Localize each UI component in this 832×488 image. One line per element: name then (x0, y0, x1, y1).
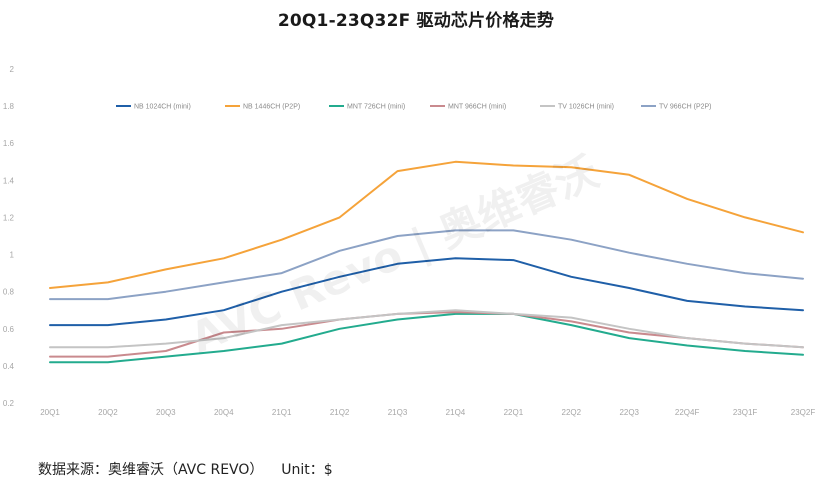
y-tick-label: 1.6 (3, 139, 15, 148)
series-line-1 (49, 257, 804, 327)
source-note: 数据来源：奥维睿沃（AVC REVO） (38, 462, 264, 478)
legend-entry: NB 1446CH (P2P) (243, 104, 300, 111)
watermark-text: AVC Revo | 奥维睿沃 (184, 147, 606, 363)
y-tick-label: 1.4 (3, 176, 15, 185)
y-tick-label: 0.4 (3, 362, 15, 371)
legend-entry: MNT 726CH (mini) (347, 104, 405, 111)
x-tick-label: 20Q1 (40, 408, 60, 417)
x-tick-label: 20Q3 (156, 408, 176, 417)
x-tick-label: 23Q2F (791, 408, 816, 417)
legend-entry: TV 1026CH (mini) (558, 104, 614, 111)
unit-note: Unit：$ (281, 462, 333, 478)
x-axis: 20Q1 20Q2 20Q3 20Q4 21Q1 21Q2 21Q3 21Q4 22Q1 22Q2… (40, 408, 815, 417)
watermark-logo: AVC Revo | 奥维睿沃 (184, 147, 606, 363)
y-tick-label: 1 (10, 251, 15, 260)
series-line-5 (49, 309, 804, 349)
x-tick-label: 22Q4F (675, 408, 700, 417)
y-tick-label: 1.2 (3, 213, 15, 222)
x-tick-label: 21Q3 (388, 408, 408, 417)
legend-entry: MNT 966CH (mini) (448, 104, 506, 111)
x-tick-label: 20Q4 (214, 408, 234, 417)
legend-entry: TV 966CH (P2P) (659, 104, 712, 111)
legend-entry: NB 1024CH (mini) (134, 104, 191, 111)
x-tick-label: 21Q2 (330, 408, 350, 417)
x-tick-label: 22Q1 (504, 408, 524, 417)
chart-title: 20Q1-23Q32F 驱动芯片价格走势 (277, 11, 555, 31)
x-tick-label: 21Q4 (446, 408, 466, 417)
x-tick-label: 21Q1 (272, 408, 292, 417)
legend: NB 1024CH (mini) NB 1446CH (P2P) MNT 726CH… (116, 104, 712, 111)
series-line-2 (49, 160, 804, 289)
x-tick-label: 23Q1F (733, 408, 758, 417)
x-tick-label: 22Q3 (619, 408, 639, 417)
y-tick-label: 0.2 (3, 399, 15, 408)
y-tick-label: 0.6 (3, 325, 15, 334)
y-axis: 0.2 0.4 0.6 0.8 1 1.2 1.4 1.6 1.8 2 (3, 65, 15, 408)
y-tick-label: 1.8 (3, 102, 15, 111)
chart-footer: 数据来源：奥维睿沃（AVC REVO） Unit：$ (38, 459, 333, 479)
series-line-6 (49, 229, 804, 301)
y-tick-label: 0.8 (3, 288, 15, 297)
series-lines (49, 160, 804, 364)
x-tick-label: 22Q2 (562, 408, 582, 417)
x-tick-label: 20Q2 (98, 408, 118, 417)
series-line-3 (49, 312, 804, 364)
y-tick-label: 2 (10, 65, 15, 74)
